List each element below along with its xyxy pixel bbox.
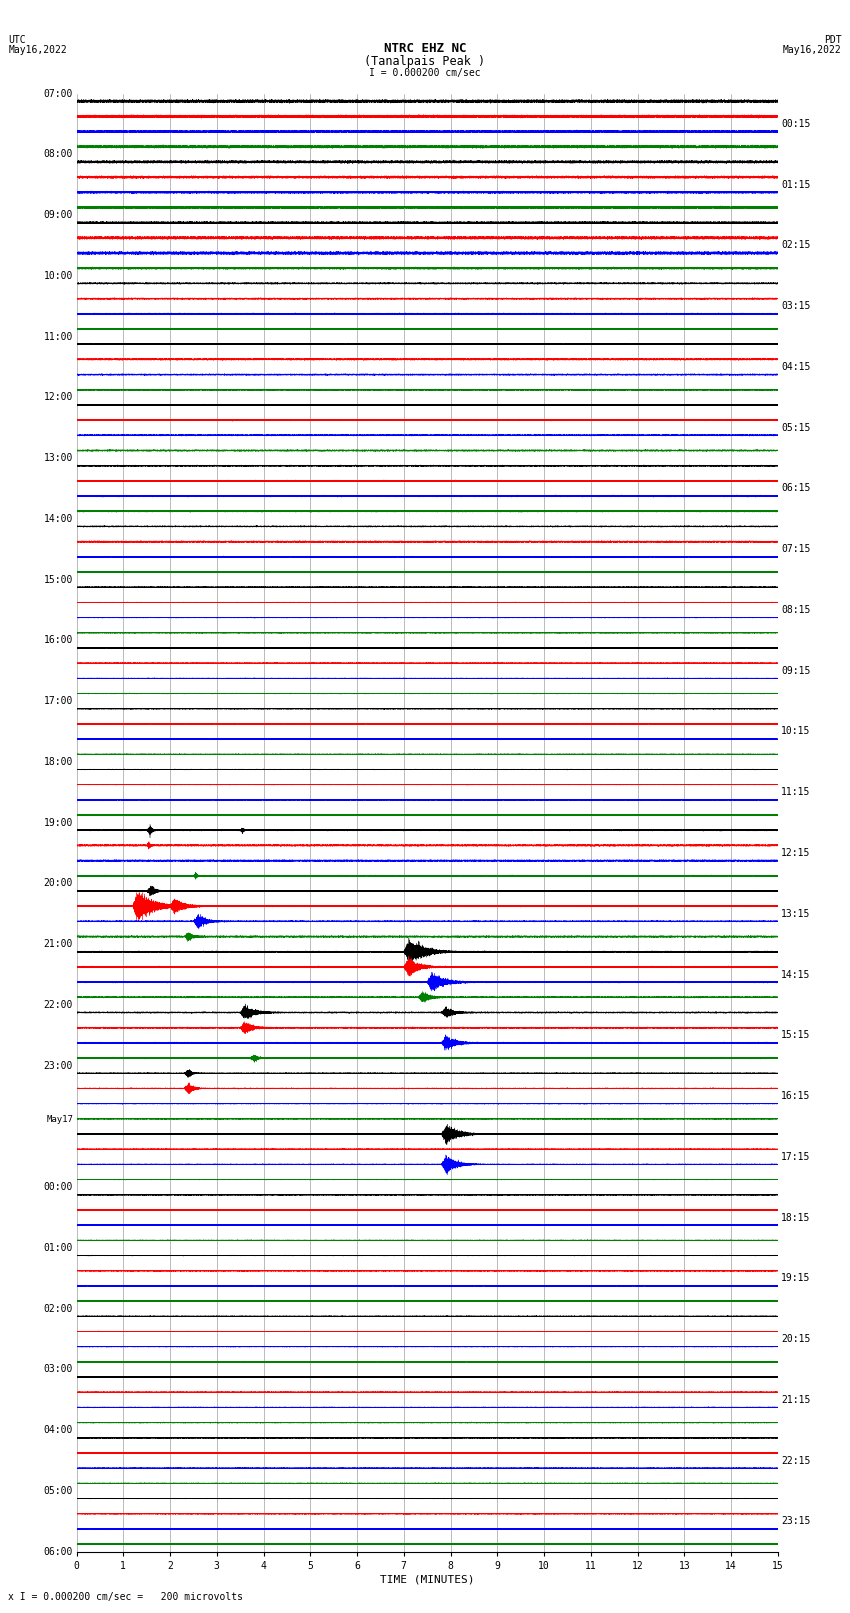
Text: 02:15: 02:15: [781, 240, 811, 250]
Text: May17: May17: [46, 1116, 73, 1124]
Text: 09:15: 09:15: [781, 666, 811, 676]
Text: 13:00: 13:00: [43, 453, 73, 463]
Text: May16,2022: May16,2022: [8, 45, 67, 55]
Text: 03:15: 03:15: [781, 302, 811, 311]
Text: 16:00: 16:00: [43, 636, 73, 645]
Text: 10:15: 10:15: [781, 726, 811, 737]
Text: 03:00: 03:00: [43, 1365, 73, 1374]
Text: 07:15: 07:15: [781, 544, 811, 555]
Text: 20:00: 20:00: [43, 879, 73, 889]
Text: 18:00: 18:00: [43, 756, 73, 766]
Text: 12:15: 12:15: [781, 848, 811, 858]
Text: 02:00: 02:00: [43, 1303, 73, 1313]
Text: May16,2022: May16,2022: [783, 45, 842, 55]
Text: 17:15: 17:15: [781, 1152, 811, 1161]
Text: 15:00: 15:00: [43, 574, 73, 584]
Text: 13:15: 13:15: [781, 908, 811, 919]
Text: 00:15: 00:15: [781, 119, 811, 129]
Text: 14:15: 14:15: [781, 969, 811, 979]
Text: 17:00: 17:00: [43, 697, 73, 706]
Text: 16:15: 16:15: [781, 1090, 811, 1102]
Text: 04:00: 04:00: [43, 1426, 73, 1436]
Text: 01:00: 01:00: [43, 1244, 73, 1253]
Text: NTRC EHZ NC: NTRC EHZ NC: [383, 42, 467, 55]
X-axis label: TIME (MINUTES): TIME (MINUTES): [380, 1574, 474, 1586]
Text: 08:15: 08:15: [781, 605, 811, 615]
Text: 22:15: 22:15: [781, 1455, 811, 1466]
Text: 09:00: 09:00: [43, 210, 73, 219]
Text: 08:00: 08:00: [43, 150, 73, 160]
Text: 04:15: 04:15: [781, 361, 811, 373]
Text: (Tanalpais Peak ): (Tanalpais Peak ): [365, 55, 485, 68]
Text: 18:15: 18:15: [781, 1213, 811, 1223]
Text: 12:00: 12:00: [43, 392, 73, 402]
Text: x I = 0.000200 cm/sec =   200 microvolts: x I = 0.000200 cm/sec = 200 microvolts: [8, 1592, 243, 1602]
Text: 14:00: 14:00: [43, 515, 73, 524]
Text: 11:00: 11:00: [43, 332, 73, 342]
Text: I = 0.000200 cm/sec: I = 0.000200 cm/sec: [369, 68, 481, 77]
Text: 21:15: 21:15: [781, 1395, 811, 1405]
Text: 19:15: 19:15: [781, 1273, 811, 1284]
Text: 19:00: 19:00: [43, 818, 73, 827]
Text: 06:15: 06:15: [781, 484, 811, 494]
Text: 23:15: 23:15: [781, 1516, 811, 1526]
Text: 15:15: 15:15: [781, 1031, 811, 1040]
Text: 10:00: 10:00: [43, 271, 73, 281]
Text: 23:00: 23:00: [43, 1061, 73, 1071]
Text: PDT: PDT: [824, 35, 842, 45]
Text: 01:15: 01:15: [781, 179, 811, 190]
Text: 11:15: 11:15: [781, 787, 811, 797]
Text: 05:15: 05:15: [781, 423, 811, 432]
Text: 07:00: 07:00: [43, 89, 73, 98]
Text: 20:15: 20:15: [781, 1334, 811, 1344]
Text: 00:00: 00:00: [43, 1182, 73, 1192]
Text: 06:00: 06:00: [43, 1547, 73, 1557]
Text: UTC: UTC: [8, 35, 26, 45]
Text: 22:00: 22:00: [43, 1000, 73, 1010]
Text: 21:00: 21:00: [43, 939, 73, 948]
Text: 05:00: 05:00: [43, 1486, 73, 1495]
